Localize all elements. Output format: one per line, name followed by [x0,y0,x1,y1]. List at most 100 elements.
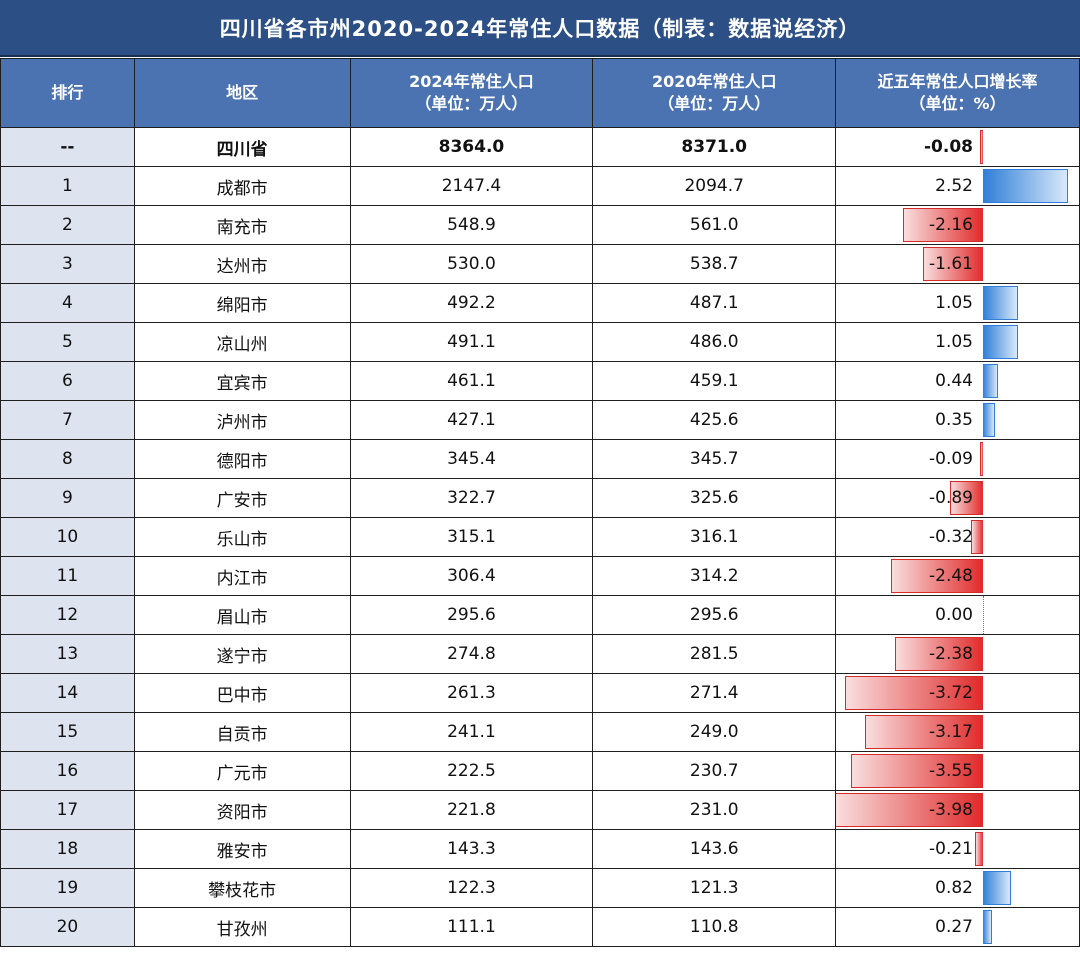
table-row: 6 宜宾市 461.1 459.1 0.44 [0,361,1080,401]
header-rank: 排行 [0,58,135,128]
growth-value: 1.05 [935,332,973,352]
header-growth: 近五年常住人口增长率 （单位：%） [835,58,1080,128]
header-row: 排行 地区 2024年常住人口 （单位：万人） 2020年常住人口 （单位：万人… [0,58,1080,128]
pop2024-cell: 8364.0 [349,127,594,167]
pop2024-cell: 241.1 [349,712,594,752]
pop2020-cell: 230.7 [592,751,837,791]
header-pop2020-line1: 2020年常住人口 [651,72,777,91]
table-row: 8 德阳市 345.4 345.7 -0.09 [0,439,1080,479]
pop2020-cell: 561.0 [592,205,837,245]
growth-value: -2.48 [929,566,973,586]
table-row: 9 广安市 322.7 325.6 -0.89 [0,478,1080,518]
growth-bar [894,637,984,671]
rank-cell: 9 [0,478,135,518]
growth-value: -1.61 [929,254,973,274]
table-row: 15 自贡市 241.1 249.0 -3.17 [0,712,1080,752]
growth-bar [851,754,984,788]
growth-value: -3.98 [929,800,973,820]
pop2024-cell: 122.3 [349,868,594,908]
pop2020-cell: 325.6 [592,478,837,518]
growth-value: -3.55 [929,761,973,781]
rank-cell: 5 [0,322,135,362]
region-cell: 凉山州 [133,322,351,362]
rank-cell: 15 [0,712,135,752]
region-cell: 巴中市 [133,673,351,713]
growth-cell: 0.82 [835,868,1080,908]
growth-value: -0.21 [929,839,973,859]
growth-bar [983,871,1011,905]
pop2020-cell: 143.6 [592,829,837,869]
rank-cell: 3 [0,244,135,284]
region-cell: 自贡市 [133,712,351,752]
table-row: 4 绵阳市 492.2 487.1 1.05 [0,283,1080,323]
pop2024-cell: 295.6 [349,595,594,635]
pop2024-cell: 111.1 [349,907,594,947]
region-cell: 广元市 [133,751,351,791]
growth-value: -2.38 [929,644,973,664]
rank-cell: 1 [0,166,135,206]
pop2024-cell: 306.4 [349,556,594,596]
pop2020-cell: 316.1 [592,517,837,557]
growth-value: -0.08 [924,137,973,157]
region-cell: 资阳市 [133,790,351,830]
growth-cell: -0.32 [835,517,1080,557]
population-table: 排行 地区 2024年常住人口 （单位：万人） 2020年常住人口 （单位：万人… [0,58,1080,947]
growth-value: 1.05 [935,293,973,313]
pop2020-cell: 459.1 [592,361,837,401]
pop2024-cell: 2147.4 [349,166,594,206]
growth-bar [983,364,998,398]
table-row: 18 雅安市 143.3 143.6 -0.21 [0,829,1080,869]
pop2024-cell: 548.9 [349,205,594,245]
pop2020-cell: 8371.0 [592,127,837,167]
table-row: 14 巴中市 261.3 271.4 -3.72 [0,673,1080,713]
growth-bar [865,715,984,749]
growth-cell: -2.38 [835,634,1080,674]
table-body: -- 四川省 8364.0 8371.0 -0.08 1 成都市 2147.4 2094.7 2.… [0,127,1080,947]
growth-cell: -3.55 [835,751,1080,791]
table-row: 1 成都市 2147.4 2094.7 2.52 [0,166,1080,206]
growth-cell: -1.61 [835,244,1080,284]
pop2024-cell: 461.1 [349,361,594,401]
rank-cell: 12 [0,595,135,635]
growth-cell: 1.05 [835,322,1080,362]
pop2024-cell: 315.1 [349,517,594,557]
growth-cell: -3.72 [835,673,1080,713]
growth-bar [983,169,1068,203]
pop2020-cell: 110.8 [592,907,837,947]
region-cell: 甘孜州 [133,907,351,947]
rank-cell: 8 [0,439,135,479]
growth-bar [983,910,993,944]
growth-bar [983,596,985,634]
growth-bar [844,676,984,710]
rank-cell: 2 [0,205,135,245]
growth-cell: 0.44 [835,361,1080,401]
region-cell: 乐山市 [133,517,351,557]
pop2024-cell: 143.3 [349,829,594,869]
rank-cell: 20 [0,907,135,947]
region-cell: 内江市 [133,556,351,596]
pop2024-cell: 491.1 [349,322,594,362]
rank-cell: 18 [0,829,135,869]
rank-cell: -- [0,127,135,167]
rank-cell: 6 [0,361,135,401]
growth-cell: -3.98 [835,790,1080,830]
growth-bar [983,403,995,437]
pop2020-cell: 2094.7 [592,166,837,206]
pop2024-cell: 345.4 [349,439,594,479]
growth-bar [890,559,984,593]
table-row: 10 乐山市 315.1 316.1 -0.32 [0,517,1080,557]
region-cell: 达州市 [133,244,351,284]
region-cell: 泸州市 [133,400,351,440]
growth-cell: -0.89 [835,478,1080,518]
pop2020-cell: 486.0 [592,322,837,362]
growth-cell: -2.48 [835,556,1080,596]
table-row: 2 南充市 548.9 561.0 -2.16 [0,205,1080,245]
growth-bar [923,247,984,281]
growth-cell: -0.08 [835,127,1080,167]
growth-value: -0.32 [929,527,973,547]
growth-value: 2.52 [935,176,973,196]
growth-cell: -0.21 [835,829,1080,869]
region-cell: 成都市 [133,166,351,206]
table-row: 13 遂宁市 274.8 281.5 -2.38 [0,634,1080,674]
header-growth-line1: 近五年常住人口增长率 [877,72,1038,91]
